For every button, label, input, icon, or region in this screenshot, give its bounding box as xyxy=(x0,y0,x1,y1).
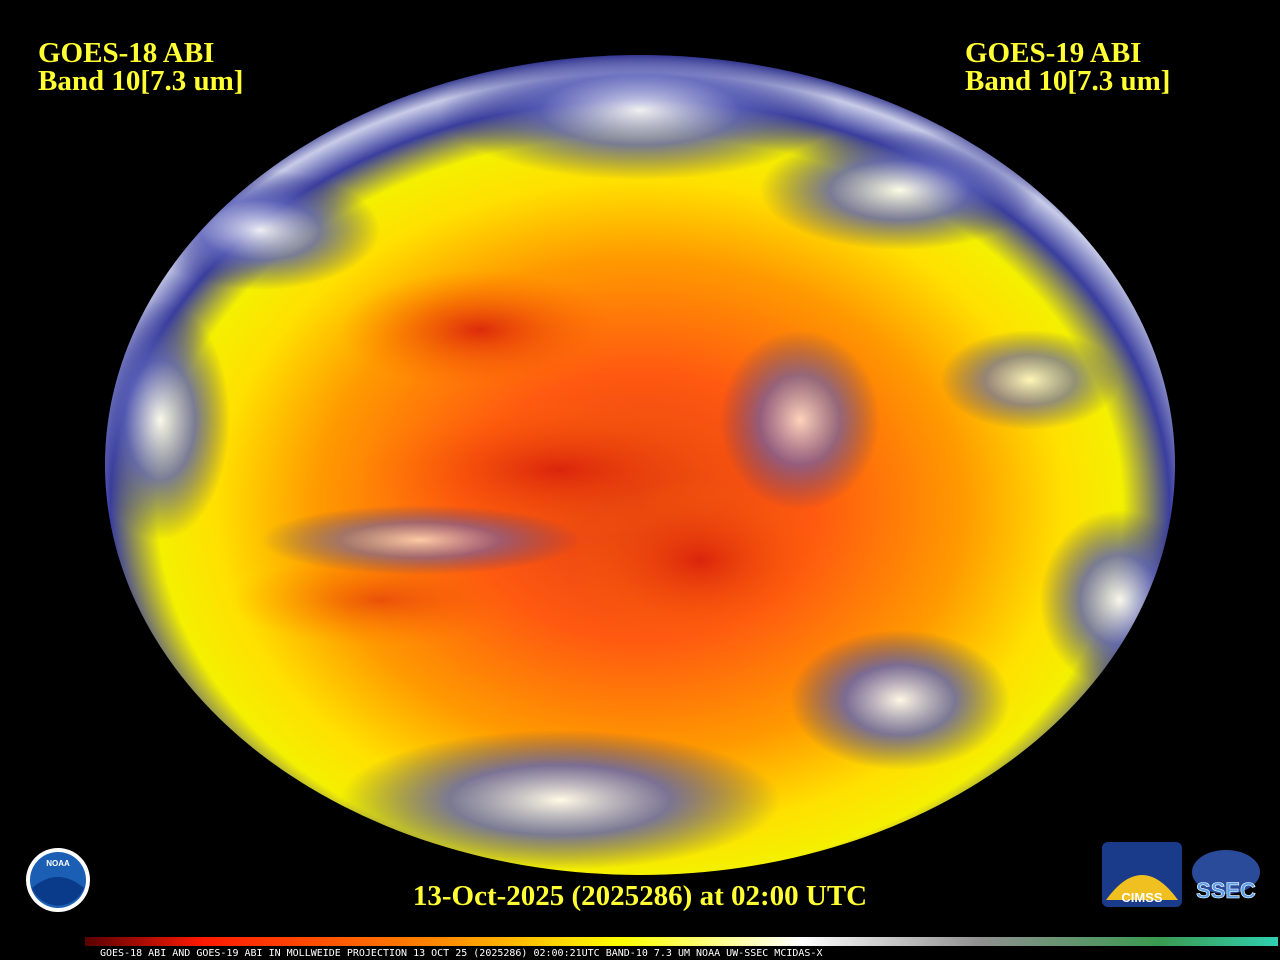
noaa-logo: NOAA xyxy=(26,848,90,912)
right-label: Band 10[7.3 um] xyxy=(965,65,1170,97)
colorbar xyxy=(85,937,1278,946)
cimss-logo: CIMSS xyxy=(1102,842,1182,907)
ssec-text: SSEC xyxy=(1196,878,1256,903)
ssec-logo: SSEC xyxy=(1192,850,1260,903)
left-label: GOES-18 ABI xyxy=(38,37,214,69)
right-label: GOES-19 ABI xyxy=(965,37,1141,69)
timestamp: 13-Oct-2025 (2025286) at 02:00 UTC xyxy=(413,880,867,912)
colorbar-caption: GOES-18 ABI AND GOES-19 ABI IN MOLLWEIDE… xyxy=(100,948,822,959)
weather-features xyxy=(105,55,1175,870)
cimss-text: CIMSS xyxy=(1121,890,1163,905)
noaa-text: NOAA xyxy=(46,859,70,868)
left-label: Band 10[7.3 um] xyxy=(38,65,243,97)
